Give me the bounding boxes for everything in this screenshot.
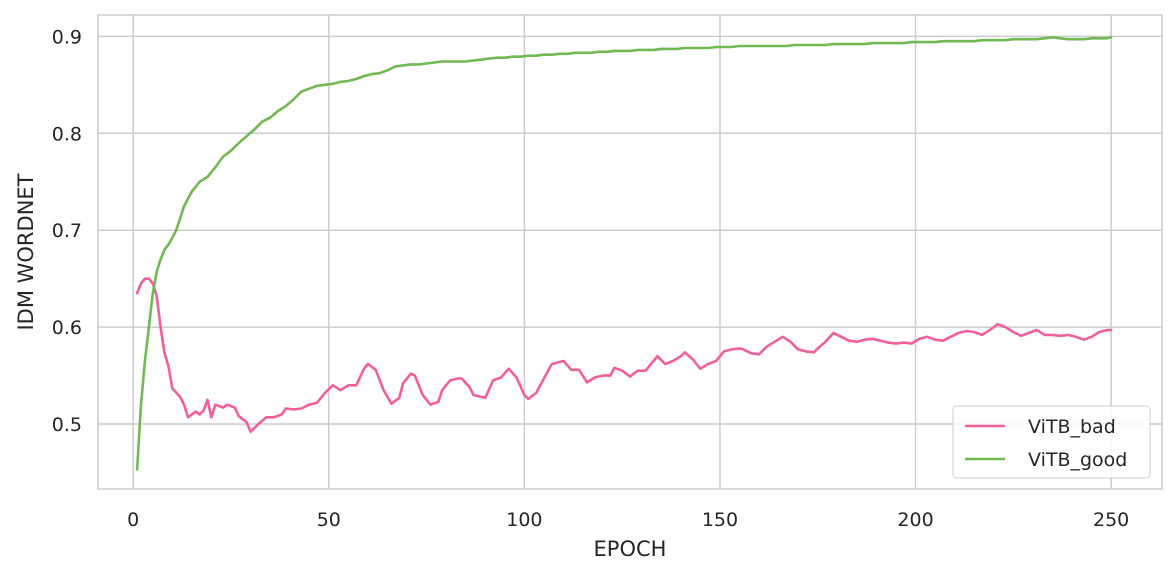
series-layer [135,36,1113,471]
legend: ViTB_bad ViTB_good [952,405,1151,479]
y-axis-label: IDM WORDNET [14,173,38,330]
legend-label: ViTB_good [1028,449,1127,471]
tick-labels: 0 50 100 150 200 250 0.5 0.6 0.7 0.8 0.9 [52,26,1129,531]
plot-frame [97,14,1163,490]
x-tick-label: 50 [317,509,341,531]
x-axis-label: EPOCH [594,537,667,561]
x-tick-label: 100 [506,509,542,531]
x-tick-label: 200 [897,509,933,531]
x-tick-label: 150 [702,509,738,531]
y-tick-label: 0.6 [52,317,82,339]
x-tick-label: 250 [1093,509,1129,531]
series-line-ViTB_good [135,36,1113,471]
y-tick-label: 0.7 [52,220,82,242]
y-tick-label: 0.5 [52,414,82,436]
y-tick-label: 0.9 [52,26,82,48]
legend-label: ViTB_bad [1028,416,1116,438]
x-tick-label: 0 [127,509,139,531]
series-line-ViTB_bad [135,277,1113,434]
y-tick-label: 0.8 [52,123,82,145]
